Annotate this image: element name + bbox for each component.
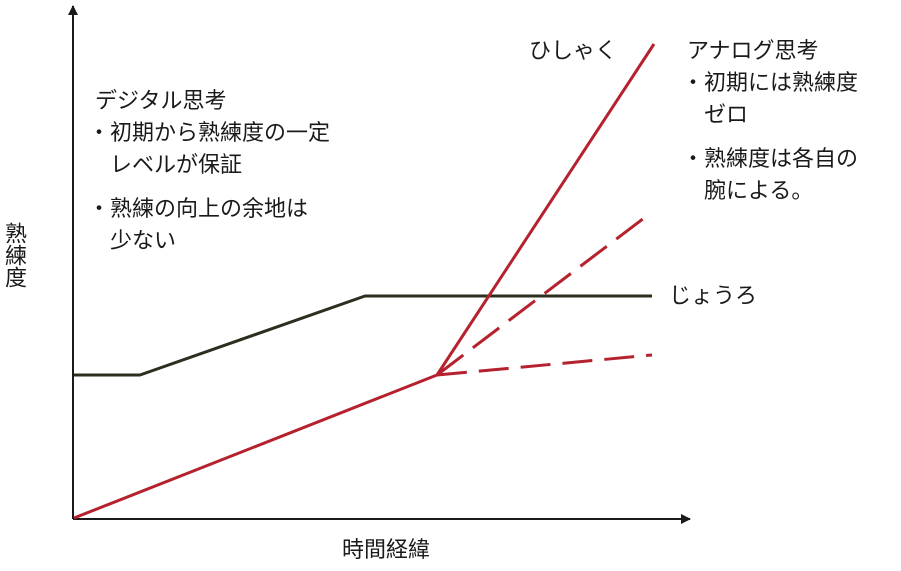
- ladle-steep-branch: [435, 43, 656, 376]
- digital-note-line: 少ない: [88, 229, 177, 254]
- watering-can-line: [74, 294, 652, 377]
- ladle-base-line: [73, 373, 438, 520]
- digital-note-line: ・熟練の向上の余地は: [88, 197, 309, 222]
- digital-note-title: デジタル思考: [95, 89, 227, 114]
- ladle-medium-dashed-branch: [436, 210, 653, 377]
- analog-note-line: ゼロ: [682, 103, 749, 128]
- digital-note-line: レベルが保証: [88, 153, 243, 178]
- analog-note-title: アナログ思考: [687, 39, 819, 64]
- analog-note-line: ・初期には熟練度: [682, 71, 859, 96]
- y-axis-label: 熟練度: [1, 222, 26, 288]
- analog-note-line: 腕による。: [682, 179, 814, 204]
- watering-can-label: じょうろ: [669, 284, 758, 309]
- digital-note-line: ・初期から熟練度の一定: [88, 121, 331, 146]
- ladle-shallow-dashed-branch: [436, 353, 653, 377]
- analog-note-line: ・熟練度は各自の: [682, 147, 859, 172]
- x-axis-label: 時間経緯: [342, 538, 431, 563]
- ladle-label: ひしゃく: [529, 39, 618, 64]
